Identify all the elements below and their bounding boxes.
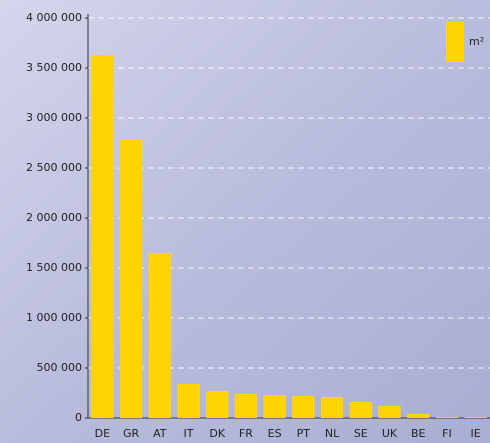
bar <box>91 55 114 418</box>
bar <box>349 402 372 418</box>
x-tick-label: IT <box>184 427 194 440</box>
bar <box>206 391 229 418</box>
bar <box>407 414 430 418</box>
y-tick-label: 1 500 000 <box>26 261 82 274</box>
x-tick-label: BE <box>411 427 426 440</box>
x-tick-label: IE <box>471 427 481 440</box>
x-tick-label: DK <box>209 427 225 440</box>
y-tick-label: 500 000 <box>37 361 83 374</box>
y-tick-label: 3 500 000 <box>26 61 82 74</box>
y-tick-label: 1 000 000 <box>26 311 82 324</box>
bar <box>119 139 143 418</box>
y-tick-label: 2 000 000 <box>26 211 82 224</box>
bar <box>263 395 286 418</box>
x-tick-label: PT <box>297 427 311 440</box>
x-tick-label: FR <box>239 427 253 440</box>
y-tick-label: 0 <box>75 411 82 424</box>
legend-swatch <box>446 22 464 62</box>
bar <box>234 394 258 418</box>
y-tick-label: 2 500 000 <box>26 161 82 174</box>
bar <box>378 406 401 418</box>
bar <box>148 253 171 418</box>
legend-label: m² <box>469 35 484 48</box>
bar <box>177 384 200 418</box>
x-tick-label: SE <box>354 427 368 440</box>
x-tick-label: FI <box>442 427 452 440</box>
y-tick-label: 3 000 000 <box>26 111 82 124</box>
bar <box>435 417 459 418</box>
x-tick-label: UK <box>382 427 398 440</box>
bar <box>320 397 344 418</box>
x-tick-label: AT <box>153 427 167 440</box>
x-tick-label: NL <box>325 427 340 440</box>
bar <box>292 396 315 418</box>
y-tick-label: 4 000 000 <box>26 11 82 24</box>
x-tick-label: ES <box>268 427 282 440</box>
bar <box>464 417 487 418</box>
x-tick-label: DE <box>95 427 110 440</box>
x-tick-label: GR <box>123 427 140 440</box>
